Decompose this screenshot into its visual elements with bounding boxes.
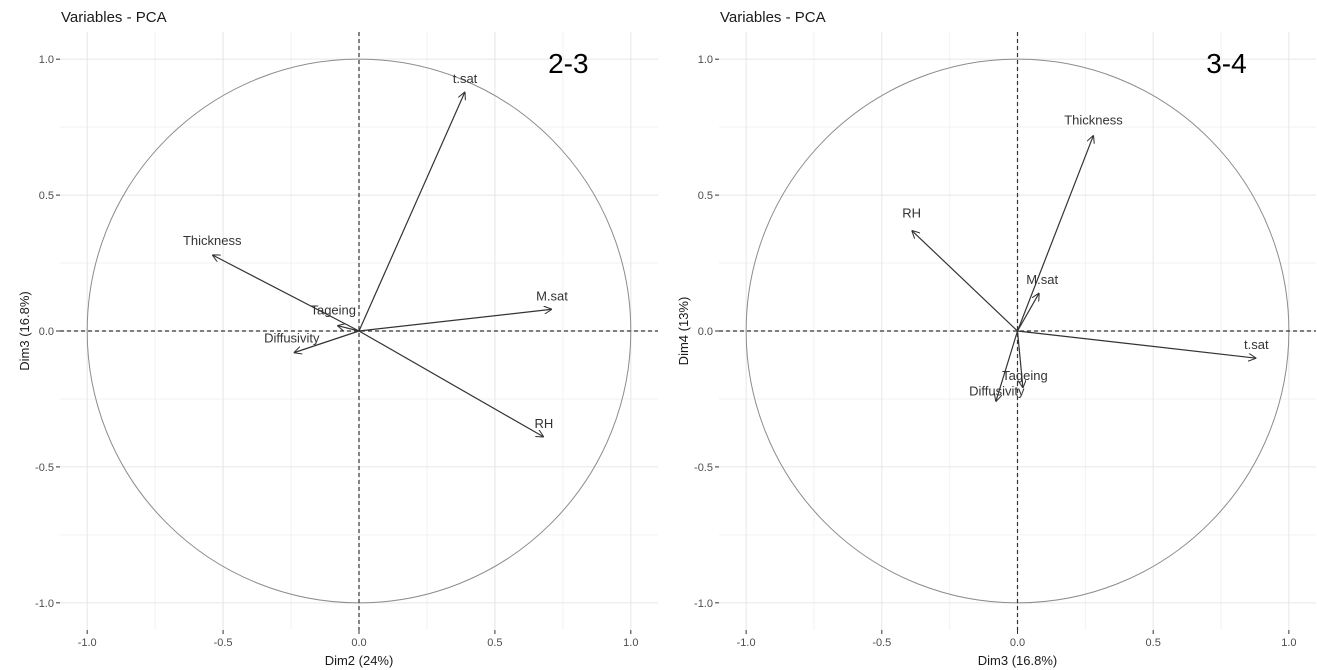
y-tick-label: -0.5 (35, 462, 54, 474)
vector-arrow (1017, 330, 1257, 358)
x-tick-label: -0.5 (872, 637, 891, 649)
vector-label: RH (534, 416, 553, 431)
chart-panel-left: Variables - PCA -1.0 -0.5 0.0 0.5 1.0 -1.0 -0.… (17, 9, 658, 668)
vector-label: Thickness (183, 233, 242, 248)
y-tick-label: -1.0 (35, 598, 54, 610)
y-tick-label: 1.0 (698, 54, 713, 66)
y-axis-label: Dim3 (16.8%) (17, 291, 32, 370)
vector-arrow (358, 330, 544, 437)
y-tick-label: -0.5 (694, 462, 713, 474)
x-tick-label: 1.0 (623, 637, 638, 649)
x-tick-label: -0.5 (214, 637, 233, 649)
vector-arrow (912, 230, 1018, 332)
vector-arrow (1016, 330, 1023, 388)
vector-arrow (337, 326, 360, 332)
vector-label: Tageing (1002, 368, 1048, 383)
vector-label: M.sat (1026, 272, 1058, 287)
y-tick-label: 0.5 (39, 190, 54, 202)
chart-plot: -1.0 -0.5 0.0 0.5 1.0 -1.0 -0.5 0.0 0.5 1.0 Dim3 (… (676, 32, 1316, 668)
vector-arrow (294, 330, 360, 353)
x-axis-label: Dim3 (16.8%) (978, 653, 1057, 668)
vector-arrow (996, 330, 1019, 402)
vector-arrow (212, 255, 360, 332)
vector-label: Diffusivity (264, 331, 320, 346)
vector-arrow (1016, 293, 1040, 332)
y-tick-label: 0.0 (39, 326, 54, 338)
x-tick-label: -1.0 (78, 637, 97, 649)
x-tick-label: 0.5 (1146, 637, 1161, 649)
vector-label: t.sat (1244, 337, 1269, 352)
y-tick-label: -1.0 (694, 598, 713, 610)
vector-arrow (358, 309, 552, 332)
chart-title: Variables - PCA (61, 9, 167, 26)
vector-label: t.sat (453, 71, 478, 86)
x-tick-label: 0.0 (351, 637, 366, 649)
x-tick-label: 1.0 (1281, 637, 1296, 649)
y-tick-label: 0.0 (698, 326, 713, 338)
vector-label: Tageing (310, 303, 356, 318)
y-tick-label: 0.5 (698, 190, 713, 202)
x-tick-label: 0.5 (487, 637, 502, 649)
panel-annotation: 2-3 (548, 48, 588, 79)
vector-label: Thickness (1064, 112, 1123, 127)
x-axis-label: Dim2 (24%) (325, 653, 394, 668)
vector-arrow (1016, 135, 1094, 332)
chart-plot: -1.0 -0.5 0.0 0.5 1.0 -1.0 -0.5 0.0 0.5 1.0 Dim2 (… (17, 32, 658, 668)
y-tick-label: 1.0 (39, 54, 54, 66)
panel-annotation: 3-4 (1206, 48, 1246, 79)
y-axis-label: Dim4 (13%) (676, 297, 691, 366)
vector-label: M.sat (536, 288, 568, 303)
chart-title: Variables - PCA (720, 9, 826, 26)
x-tick-label: -1.0 (737, 637, 756, 649)
vector-label: RH (902, 205, 921, 220)
x-tick-label: 0.0 (1010, 637, 1025, 649)
chart-panel-right: Variables - PCA -1.0 -0.5 0.0 0.5 1.0 -1.0 -0.… (659, 0, 1317, 670)
vector-label: Diffusivity (969, 384, 1025, 399)
vector-arrow (358, 92, 465, 332)
